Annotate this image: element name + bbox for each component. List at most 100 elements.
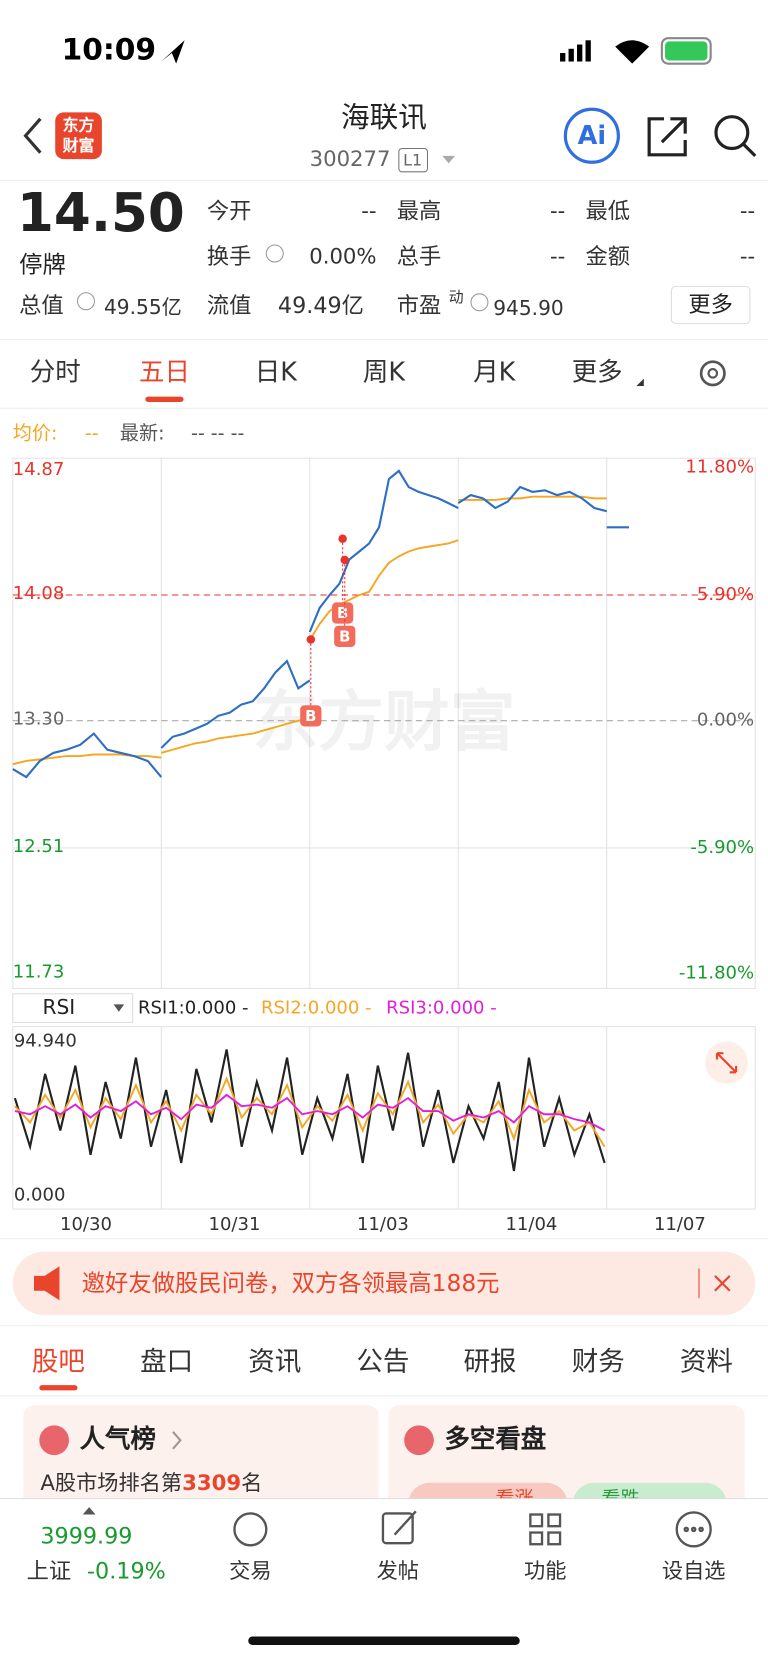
y-tick-label: 11.73 (13, 962, 65, 983)
logo-text: 东方 (63, 116, 95, 135)
indicator-select[interactable] (12, 993, 134, 1023)
rsi-tick-label: 0.000 (14, 1184, 66, 1205)
info-icon[interactable] (265, 244, 284, 263)
share-button[interactable] (647, 117, 687, 157)
trade-marker: B (305, 708, 316, 725)
x-tick-label: 10/30 (60, 1214, 112, 1235)
stock-code: 300277 (310, 147, 391, 172)
y-tick-label: 12.51 (13, 836, 65, 857)
field-label: 金额 (586, 244, 631, 270)
status: 停牌 (19, 251, 66, 279)
tab[interactable]: 分时 (30, 357, 81, 387)
index-value: 3999.99 (40, 1523, 132, 1549)
period-tabs: 分时 五日 日K 周K 月K 更多 (30, 357, 644, 402)
avg-line (161, 718, 310, 754)
x-tick-label: 11/03 (357, 1214, 409, 1235)
y-tick-label: 14.08 (13, 583, 65, 604)
tab[interactable]: 月K (473, 357, 516, 387)
pe-value: 945.90 (493, 296, 563, 320)
pe-label: 市盈 (397, 293, 442, 319)
rank: 3309 (182, 1471, 241, 1496)
nav-item[interactable]: 设自选 (662, 1559, 726, 1584)
y-tick-label: 13.30 (13, 709, 65, 730)
banner[interactable] (12, 1251, 756, 1316)
indicator-name: RSI (42, 995, 75, 1019)
content-tab[interactable]: 公告 (356, 1346, 409, 1377)
total-value: 49.55亿 (104, 295, 182, 319)
marker-box[interactable] (332, 602, 354, 624)
content-tab[interactable]: 股吧 (32, 1346, 85, 1377)
price-line (160, 659, 311, 749)
expand-arrow[interactable] (82, 1507, 96, 1515)
rsi-legend: RSI3:0.000 - (386, 998, 497, 1019)
back-button[interactable] (23, 117, 42, 154)
home-indicator (248, 1636, 520, 1645)
pe-sup: 动 (449, 289, 464, 306)
y2-tick-label: -11.80% (679, 963, 754, 984)
rsi-tick-label: 94.940 (14, 1030, 77, 1051)
rank-prefix: A股市场排名第 (40, 1471, 182, 1496)
logo[interactable] (55, 112, 102, 160)
nav-item[interactable]: 发帖 (377, 1559, 419, 1584)
nav-item[interactable]: 功能 (524, 1559, 566, 1584)
price: 14.50 (17, 182, 185, 244)
tab-underline (145, 396, 184, 402)
more-label: 更多 (688, 292, 733, 318)
field-label: 最低 (586, 199, 631, 225)
nav-item[interactable]: 交易 (229, 1559, 271, 1584)
wifi-icon (615, 40, 650, 64)
field-value: -- (550, 199, 565, 224)
field-value: -- (740, 245, 755, 270)
tab[interactable]: 日K (255, 357, 298, 387)
rank-suffix: 名 (241, 1471, 262, 1496)
info-icon[interactable] (470, 293, 489, 312)
quote-fields: 今开 -- 最高 -- 最低 -- 换手 0.00% 总手 -- 金额 -- (207, 199, 755, 271)
y-tick-label: 14.87 (13, 459, 65, 480)
level-badge (398, 147, 429, 173)
rsi-legend: RSI2:0.000 - (261, 998, 372, 1019)
ai-button[interactable] (563, 107, 620, 164)
rsi-frame (12, 1026, 756, 1210)
y2-tick-label: 11.80% (685, 457, 754, 478)
marker-box[interactable] (334, 625, 356, 647)
info-icon[interactable] (76, 292, 95, 311)
battery-level (665, 41, 708, 61)
tab-underline (39, 1385, 78, 1391)
y2-tick-label: 0.00% (697, 710, 754, 731)
logo-text: 财富 (63, 136, 95, 155)
settings-button[interactable] (699, 360, 726, 387)
expand-icon (715, 1052, 738, 1074)
tab[interactable]: 更多 (572, 357, 623, 387)
location-icon (161, 40, 185, 64)
close-button[interactable] (714, 1275, 731, 1292)
content-tab[interactable]: 研报 (464, 1346, 517, 1377)
field-value: -- (740, 199, 755, 224)
chart-frame (12, 457, 756, 989)
price-line (457, 485, 607, 513)
card-title: 多空看盘 (444, 1424, 546, 1454)
latest-value: -- -- -- (191, 421, 244, 444)
tab[interactable]: 五日 (139, 357, 190, 387)
tab[interactable]: 周K (363, 357, 406, 387)
content-tab[interactable]: 资料 (680, 1346, 733, 1377)
field-value: -- (361, 199, 376, 224)
popularity-card[interactable] (23, 1405, 379, 1522)
rsi-line (14, 1093, 606, 1132)
field-label: 换手 (207, 244, 252, 270)
price-chart: 14.87 14.08 13.30 12.51 11.73 11.80% 5.90% 0.00… (12, 457, 756, 984)
index-change: -0.19% (87, 1558, 166, 1584)
content-tabs: 股吧 盘口 资讯 公告 研报 财务 资料 (32, 1346, 733, 1391)
latest-label: 最新: (120, 421, 165, 444)
more-button[interactable] (670, 285, 751, 325)
ai-label: Ai (578, 121, 606, 151)
total-label: 总值 (19, 293, 64, 319)
content-tab[interactable]: 财务 (572, 1346, 625, 1377)
content-tab[interactable]: 盘口 (140, 1346, 193, 1377)
marker-box[interactable] (300, 705, 322, 727)
dropdown-icon[interactable] (442, 155, 456, 164)
chevron (172, 1431, 182, 1450)
search-button[interactable] (714, 115, 750, 151)
content-tab[interactable]: 资讯 (248, 1346, 301, 1377)
marker-dot (306, 635, 316, 644)
